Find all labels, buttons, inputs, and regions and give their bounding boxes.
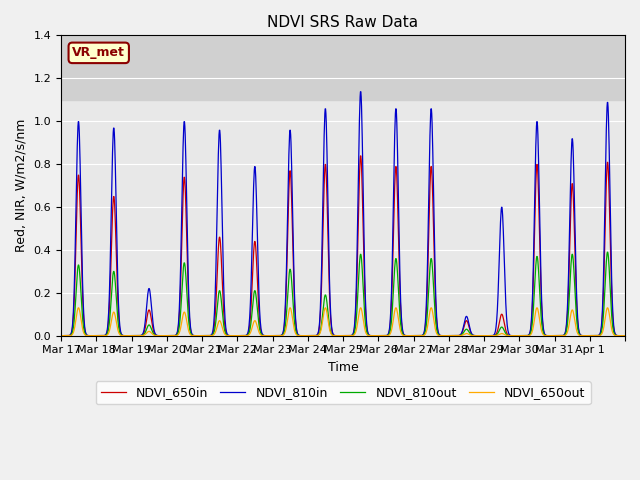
NDVI_650in (621, 333, 629, 338)
NDVI_650in (158, 333, 166, 338)
NDVI_650out (57, 333, 65, 338)
NDVI_810in (445, 333, 453, 338)
NDVI_810in (356, 89, 364, 95)
NDVI_810in (68, 329, 76, 335)
NDVI_810out (158, 333, 166, 338)
NDVI_650out (445, 333, 453, 338)
NDVI_810in (621, 333, 629, 338)
NDVI_810out (621, 333, 629, 338)
NDVI_810out (312, 333, 320, 338)
NDVI_650in (356, 153, 364, 159)
NDVI_650out (586, 333, 593, 338)
Line: NDVI_810out: NDVI_810out (61, 252, 625, 336)
NDVI_810out (68, 331, 76, 337)
NDVI_650out (447, 333, 454, 338)
NDVI_650in (447, 333, 454, 338)
NDVI_650in (586, 333, 593, 338)
X-axis label: Time: Time (328, 361, 358, 374)
Bar (61, 24, 625, 100)
NDVI_650in (68, 330, 76, 336)
Title: NDVI SRS Raw Data: NDVI SRS Raw Data (268, 15, 419, 30)
NDVI_810out (604, 249, 611, 255)
NDVI_810out (346, 333, 353, 338)
NDVI_810out (446, 333, 454, 338)
NDVI_650in (57, 333, 65, 338)
NDVI_650out (312, 333, 320, 338)
NDVI_650out (68, 332, 76, 338)
NDVI_810in (447, 333, 454, 338)
NDVI_810in (346, 333, 353, 338)
NDVI_810in (57, 333, 65, 338)
Line: NDVI_650in: NDVI_650in (61, 156, 625, 336)
NDVI_810out (445, 333, 453, 338)
NDVI_810out (57, 333, 65, 338)
Legend: NDVI_650in, NDVI_810in, NDVI_810out, NDVI_650out: NDVI_650in, NDVI_810in, NDVI_810out, NDV… (95, 382, 591, 405)
NDVI_650in (445, 333, 453, 338)
Line: NDVI_810in: NDVI_810in (61, 92, 625, 336)
NDVI_650out (159, 333, 166, 338)
NDVI_810in (312, 333, 320, 338)
NDVI_650out (346, 333, 354, 338)
Y-axis label: Red, NIR, W/m2/s/nm: Red, NIR, W/m2/s/nm (15, 119, 28, 252)
Line: NDVI_650out: NDVI_650out (61, 308, 625, 336)
NDVI_810in (158, 333, 166, 338)
Text: VR_met: VR_met (72, 47, 125, 60)
NDVI_650out (74, 305, 82, 311)
NDVI_650out (621, 333, 629, 338)
NDVI_810out (585, 333, 593, 338)
NDVI_650in (346, 333, 353, 338)
NDVI_650in (312, 333, 320, 338)
NDVI_810in (586, 333, 593, 338)
